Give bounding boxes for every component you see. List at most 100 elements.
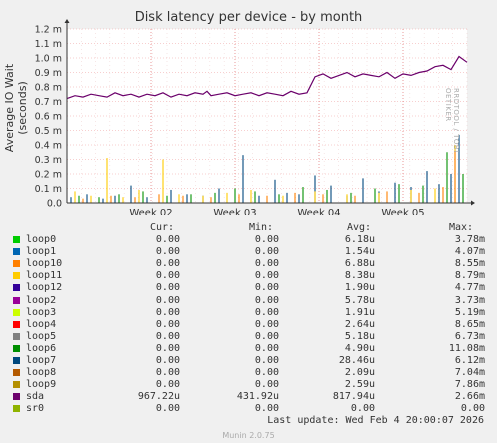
legend-max: 8.79m xyxy=(454,270,485,282)
legend-max: 2.66m xyxy=(454,391,485,403)
legend-name: loop3 xyxy=(26,306,57,318)
y-tick-label: 0.8 m xyxy=(35,83,62,94)
legend-max: 8.55m xyxy=(454,258,485,270)
legend-cur: 0.00 xyxy=(155,330,180,342)
legend-name: loop11 xyxy=(26,270,63,282)
legend-max: 3.78m xyxy=(454,234,485,245)
legend-cur: 0.00 xyxy=(155,355,180,366)
legend-row-loop0: loop0 0.00 0.00 6.18u 3.78m xyxy=(0,234,497,246)
last-update: Last update: Wed Feb 4 20:00:07 2026 xyxy=(267,415,484,426)
legend-avg: 28.46u xyxy=(338,355,375,366)
y-tick-label: 1.2 m xyxy=(35,25,62,36)
y-tick-label: 0.1 m xyxy=(35,184,62,195)
x-axis-arrow xyxy=(471,200,475,206)
legend-min: 0.00 xyxy=(254,294,279,306)
legend-row-loop2: loop2 0.00 0.00 5.78u 3.73m xyxy=(0,295,497,307)
legend-swatch xyxy=(13,236,20,243)
legend-header-avg: Avg: xyxy=(347,222,372,233)
y-axis-arrow xyxy=(64,19,70,23)
legend-min: 0.00 xyxy=(254,367,279,379)
legend-min: 0.00 xyxy=(254,379,279,391)
legend-cur: 0.00 xyxy=(155,234,180,245)
legend-cur: 0.00 xyxy=(155,318,180,330)
y-axis-label: Average IO Wait (seconds) xyxy=(3,63,29,153)
x-tick-label: Week 05 xyxy=(381,208,424,215)
legend-swatch xyxy=(13,248,20,256)
series-line-sda xyxy=(66,55,468,100)
legend-avg: 0.00 xyxy=(350,403,375,415)
legend-name: loop1 xyxy=(26,246,57,258)
legend-name: loop8 xyxy=(26,367,57,379)
legend-name: loop9 xyxy=(26,379,57,391)
legend-row-sr0: sr0 0.00 0.00 0.00 0.00 xyxy=(0,403,497,415)
legend-swatch xyxy=(13,260,20,268)
legend-cur: 0.00 xyxy=(155,379,180,391)
x-tick-label: Week 04 xyxy=(297,208,340,215)
legend-name: loop6 xyxy=(26,342,57,354)
legend-row-sda: sda 967.22u 431.92u 817.94u 2.66m xyxy=(0,391,497,403)
y-tick-label: 0.7 m xyxy=(35,97,62,108)
legend-cur: 0.00 xyxy=(155,306,180,318)
y-tick-label: 0.0 xyxy=(47,199,62,210)
chart: 0.0 0.1 m 0.2 m 0.3 m 0.4 m 0.5 m 0.6 m 0.7 m 0.… xyxy=(35,19,475,215)
legend-swatch xyxy=(13,272,20,280)
y-tick-label: 1.0 m xyxy=(35,54,62,65)
legend-swatch xyxy=(13,332,20,340)
legend-name: loop0 xyxy=(26,234,57,245)
legend-name: loop4 xyxy=(26,318,57,330)
legend-avg: 817.94u xyxy=(332,391,375,403)
x-tick-label: Week 02 xyxy=(129,208,172,215)
legend-cur: 0.00 xyxy=(155,403,180,415)
legend-row-loop6: loop6 0.00 0.00 4.90u 11.08m xyxy=(0,343,497,355)
vendor-text: RRDTOOL / TOBI OETIKER xyxy=(444,88,460,153)
legend-max: 4.07m xyxy=(454,246,485,258)
legend-avg: 4.90u xyxy=(344,342,375,354)
legend-row-loop5: loop5 0.00 0.00 5.18u 6.73m xyxy=(0,331,497,343)
legend-swatch xyxy=(13,381,20,389)
legend-min: 431.92u xyxy=(236,391,279,403)
legend-max: 3.73m xyxy=(454,294,485,306)
legend-min: 0.00 xyxy=(254,246,279,258)
legend-row-loop3: loop3 0.00 0.00 1.91u 5.19m xyxy=(0,307,497,319)
legend-cur: 0.00 xyxy=(155,282,180,294)
legend-name: loop7 xyxy=(26,355,57,366)
legend-max: 6.12m xyxy=(454,355,485,366)
y-tick-label: 0.3 m xyxy=(35,155,62,166)
y-tick-label: 0.5 m xyxy=(35,126,62,137)
legend-swatch xyxy=(13,369,20,377)
y-tick-label: 0.9 m xyxy=(35,68,62,79)
legend-avg: 5.18u xyxy=(344,330,375,342)
x-tick-label: Week 03 xyxy=(213,208,256,215)
legend-avg: 1.90u xyxy=(344,282,375,294)
legend-min: 0.00 xyxy=(254,355,279,366)
legend-swatch xyxy=(13,320,20,328)
legend-row-loop4: loop4 0.00 0.00 2.64u 8.65m xyxy=(0,319,497,331)
legend-header-cur: Cur: xyxy=(150,222,175,233)
legend-avg: 6.18u xyxy=(344,234,375,245)
legend-row-loop9: loop9 0.00 0.00 2.59u 7.86m xyxy=(0,379,497,391)
legend-swatch xyxy=(13,296,20,304)
legend-swatch xyxy=(13,308,20,316)
legend-swatch xyxy=(13,393,20,401)
legend-min: 0.00 xyxy=(254,306,279,318)
legend-cur: 967.22u xyxy=(137,391,180,403)
legend-avg: 2.59u xyxy=(344,379,375,391)
legend-cur: 0.00 xyxy=(155,342,180,354)
legend-min: 0.00 xyxy=(254,342,279,354)
legend-avg: 6.88u xyxy=(344,258,375,270)
legend-max: 5.19m xyxy=(454,306,485,318)
legend-row-loop8: loop8 0.00 0.00 2.09u 7.04m xyxy=(0,367,497,379)
legend-name: loop5 xyxy=(26,330,57,342)
legend-row-loop11: loop11 0.00 0.00 8.38u 8.79m xyxy=(0,270,497,282)
legend-max: 0.00 xyxy=(460,403,485,415)
legend-swatch xyxy=(13,344,20,352)
legend-header-min: Min: xyxy=(249,222,274,233)
legend-min: 0.00 xyxy=(254,258,279,270)
legend-cur: 0.00 xyxy=(155,246,180,258)
legend-avg: 8.38u xyxy=(344,270,375,282)
legend-row-loop10: loop10 0.00 0.00 6.88u 8.55m xyxy=(0,258,497,270)
legend-name: sda xyxy=(26,391,45,403)
legend-min: 0.00 xyxy=(254,282,279,294)
legend-cur: 0.00 xyxy=(155,367,180,379)
